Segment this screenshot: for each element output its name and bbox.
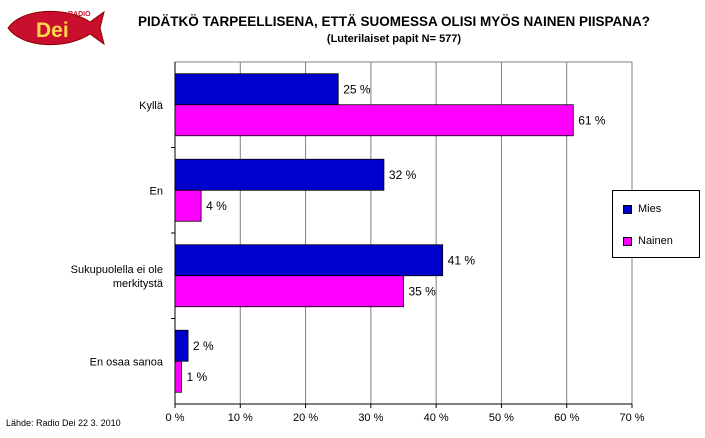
bar-nainen — [174, 104, 574, 137]
data-label-mies: 41 % — [448, 253, 476, 267]
bar-nainen — [174, 360, 182, 393]
category-label: merkitystä — [113, 278, 164, 290]
x-tick-label: 70 % — [619, 412, 644, 424]
logo-small-text: RADIO — [68, 11, 91, 18]
x-tick-label: 60 % — [554, 412, 579, 424]
data-label-nainen: 4 % — [206, 199, 227, 213]
x-tick-label: 20 % — [293, 412, 318, 424]
legend-swatch-mies — [623, 204, 632, 214]
x-tick-label: 30 % — [358, 412, 383, 424]
bar-nainen — [174, 189, 202, 222]
x-tick-label: 10 % — [228, 412, 253, 424]
bar-mies — [174, 73, 339, 106]
x-tick-label: 50 % — [489, 412, 514, 424]
category-label: Kyllä — [139, 100, 164, 112]
data-label-nainen: 35 % — [409, 284, 437, 298]
data-label-mies: 2 % — [193, 339, 214, 353]
radio-dei-logo: RADIO Dei — [7, 10, 105, 46]
x-tick-label: 40 % — [424, 412, 449, 424]
category-label: En osaa sanoa — [90, 356, 164, 368]
chart-title: PIDÄTKÖ TARPEELLISENA, ETTÄ SUOMESSA OLI… — [137, 14, 651, 29]
data-label-nainen: 1 % — [187, 370, 208, 384]
chart-subtitle: (Luterilaiset papit N= 577) — [326, 33, 462, 45]
bar-nainen — [174, 275, 404, 308]
legend-item-nainen: Nainen — [623, 235, 673, 247]
legend-label-nainen: Nainen — [638, 235, 673, 247]
category-label: En — [150, 185, 163, 197]
legend-label-mies: Mies — [638, 203, 662, 215]
source-note: Lähde: Radio Dei 22 3. 2010 — [6, 418, 121, 428]
bar-mies — [174, 158, 385, 191]
bar-mies — [174, 244, 444, 277]
x-tick-label: 0 % — [166, 412, 185, 424]
fish-icon — [7, 10, 105, 46]
category-label: Sukupuolella ei ole — [71, 264, 163, 276]
data-label-mies: 32 % — [389, 168, 417, 182]
data-label-nainen: 61 % — [578, 113, 606, 127]
legend-swatch-nainen — [623, 236, 632, 246]
bar-mies — [174, 329, 189, 362]
data-label-mies: 25 % — [343, 82, 371, 96]
legend: Mies Nainen — [612, 190, 700, 258]
legend-item-mies: Mies — [623, 203, 661, 215]
logo-big-text: Dei — [36, 19, 69, 42]
